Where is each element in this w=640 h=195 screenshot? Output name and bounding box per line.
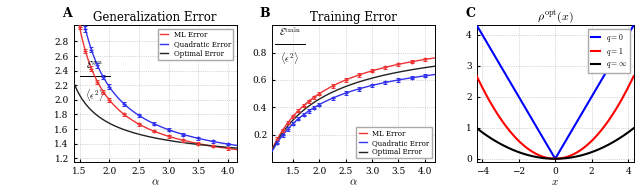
Text: $\langle\epsilon^2\rangle$: $\langle\epsilon^2\rangle$ xyxy=(280,50,300,66)
Text: A: A xyxy=(62,7,72,20)
Text: $\mathcal{E}^\mathrm{train}$: $\mathcal{E}^\mathrm{train}$ xyxy=(279,26,301,39)
Title: Generalization Error: Generalization Error xyxy=(93,11,217,24)
Text: $\mathcal{E}^\mathrm{gen}$: $\mathcal{E}^\mathrm{gen}$ xyxy=(86,59,104,70)
Legend: ML Error, Quadratic Error, Optimal Error: ML Error, Quadratic Error, Optimal Error xyxy=(158,29,234,60)
X-axis label: $\alpha$: $\alpha$ xyxy=(151,177,159,187)
Legend: $q = 0$, $q = 1$, $q = \infty$: $q = 0$, $q = 1$, $q = \infty$ xyxy=(588,29,630,73)
Title: $\rho^{\mathrm{opt}}(x)$: $\rho^{\mathrm{opt}}(x)$ xyxy=(537,8,573,25)
Text: $\langle\epsilon^2\rangle$: $\langle\epsilon^2\rangle$ xyxy=(85,87,104,103)
Title: Training Error: Training Error xyxy=(310,11,397,24)
Text: C: C xyxy=(465,7,476,20)
X-axis label: $\alpha$: $\alpha$ xyxy=(349,177,358,187)
Text: B: B xyxy=(260,7,270,20)
X-axis label: $x$: $x$ xyxy=(551,177,559,187)
Legend: ML Error, Quadratic Error, Optimal Error: ML Error, Quadratic Error, Optimal Error xyxy=(356,128,432,158)
